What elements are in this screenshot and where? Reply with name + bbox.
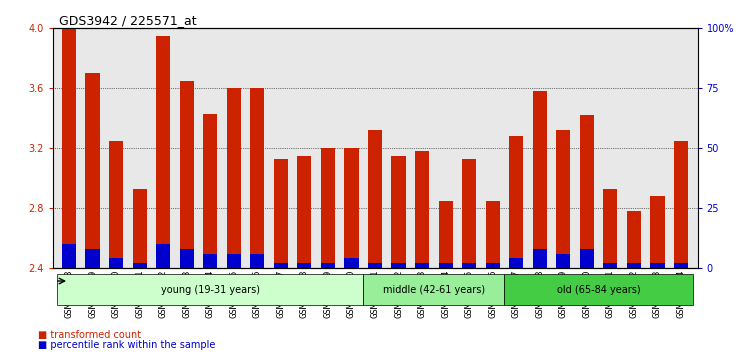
Bar [344, 258, 358, 268]
Bar [321, 148, 335, 268]
Bar [62, 28, 76, 268]
Bar [439, 263, 453, 268]
Text: old (65-84 years): old (65-84 years) [556, 285, 640, 295]
Text: middle (42-61 years): middle (42-61 years) [382, 285, 485, 295]
FancyBboxPatch shape [57, 274, 363, 305]
Bar [274, 263, 288, 268]
Bar [580, 115, 594, 268]
Bar [532, 91, 547, 268]
Bar [462, 159, 476, 268]
Bar [297, 263, 311, 268]
Bar [532, 249, 547, 268]
Bar [674, 263, 688, 268]
Bar [486, 263, 500, 268]
Bar [203, 114, 217, 268]
Bar [415, 263, 429, 268]
Bar [674, 141, 688, 268]
Bar [109, 141, 123, 268]
Bar [392, 156, 406, 268]
Bar [86, 73, 100, 268]
Bar [179, 81, 194, 268]
Bar [179, 249, 194, 268]
Text: GDS3942 / 225571_at: GDS3942 / 225571_at [59, 14, 196, 27]
Bar [251, 88, 264, 268]
Bar [462, 263, 476, 268]
Bar [251, 253, 264, 268]
Bar [156, 244, 170, 268]
Text: young (19-31 years): young (19-31 years) [160, 285, 260, 295]
Bar [627, 263, 641, 268]
Bar [603, 189, 617, 268]
Bar [86, 249, 100, 268]
Bar [509, 258, 524, 268]
Bar [556, 253, 571, 268]
Bar [133, 189, 147, 268]
Bar [368, 130, 382, 268]
Bar [392, 263, 406, 268]
Bar [203, 253, 217, 268]
Bar [156, 36, 170, 268]
Bar [650, 263, 664, 268]
Bar [133, 263, 147, 268]
Bar [344, 148, 358, 268]
Bar [556, 130, 571, 268]
Bar [415, 151, 429, 268]
Bar [321, 263, 335, 268]
Bar [603, 263, 617, 268]
Bar [627, 211, 641, 268]
Bar [226, 253, 241, 268]
Bar [368, 263, 382, 268]
Bar [109, 258, 123, 268]
Bar [650, 196, 664, 268]
Bar [226, 88, 241, 268]
Text: ■ percentile rank within the sample: ■ percentile rank within the sample [38, 341, 214, 350]
Bar [509, 136, 524, 268]
Bar [274, 159, 288, 268]
Bar [439, 201, 453, 268]
FancyBboxPatch shape [505, 274, 693, 305]
Bar [297, 156, 311, 268]
Bar [486, 201, 500, 268]
Bar [62, 244, 76, 268]
Text: ■ transformed count: ■ transformed count [38, 330, 141, 340]
FancyBboxPatch shape [363, 274, 505, 305]
Bar [580, 249, 594, 268]
